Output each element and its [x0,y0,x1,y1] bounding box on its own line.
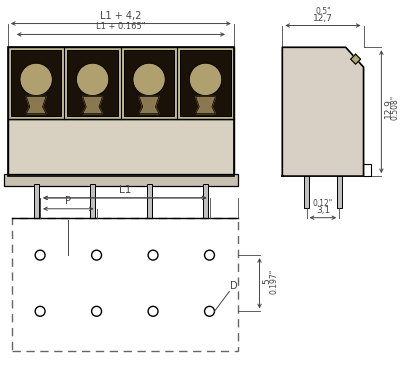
Text: D: D [230,280,238,290]
Text: 0.508": 0.508" [391,95,400,120]
Text: 3,1: 3,1 [316,206,330,215]
Text: P: P [65,196,71,206]
Bar [203,184,208,218]
Polygon shape [83,96,102,114]
Polygon shape [196,96,216,114]
Circle shape [20,63,52,96]
Text: 0.197": 0.197" [270,269,278,294]
Bar [34,184,39,218]
Bar [67,50,118,116]
Polygon shape [26,96,46,114]
Polygon shape [282,47,364,176]
Text: 12,7: 12,7 [313,14,333,23]
Text: 5: 5 [262,278,272,284]
Bar [8,47,234,176]
Polygon shape [139,96,159,114]
Bar [12,218,238,351]
Text: 0.5": 0.5" [315,7,331,16]
Text: 0.12": 0.12" [313,199,333,208]
Text: 12,9: 12,9 [384,98,393,118]
Bar [8,47,234,119]
Bar [11,50,62,116]
Bar [180,50,231,116]
Bar [90,184,95,218]
Text: L1: L1 [119,185,131,195]
Bar [124,50,174,116]
Bar [304,176,309,208]
Text: L1 + 0.165": L1 + 0.165" [96,23,146,32]
Bar [8,119,234,176]
Bar [4,174,238,186]
Circle shape [189,63,222,96]
Polygon shape [351,54,360,64]
Bar [337,176,342,208]
Circle shape [133,63,165,96]
Circle shape [76,63,109,96]
Bar [147,184,152,218]
Text: L1 + 4,2: L1 + 4,2 [100,10,142,20]
